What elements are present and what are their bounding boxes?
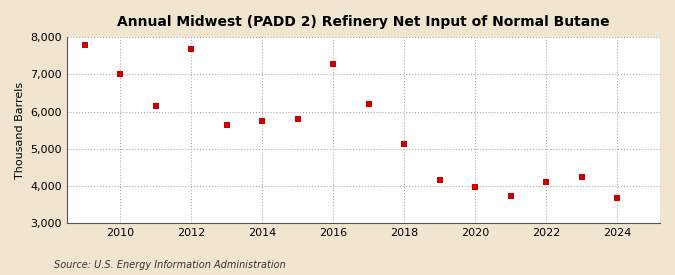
Point	[186, 47, 196, 51]
Point	[541, 180, 551, 185]
Point	[612, 196, 623, 200]
Point	[221, 122, 232, 127]
Point	[399, 142, 410, 146]
Text: Source: U.S. Energy Information Administration: Source: U.S. Energy Information Administ…	[54, 260, 286, 270]
Point	[115, 72, 126, 76]
Point	[576, 175, 587, 180]
Point	[435, 178, 446, 183]
Point	[328, 62, 339, 66]
Point	[470, 185, 481, 189]
Point	[151, 104, 161, 108]
Point	[506, 194, 516, 199]
Point	[257, 119, 268, 123]
Point	[363, 102, 374, 106]
Point	[292, 117, 303, 121]
Y-axis label: Thousand Barrels: Thousand Barrels	[15, 82, 25, 179]
Point	[80, 43, 90, 48]
Title: Annual Midwest (PADD 2) Refinery Net Input of Normal Butane: Annual Midwest (PADD 2) Refinery Net Inp…	[117, 15, 610, 29]
